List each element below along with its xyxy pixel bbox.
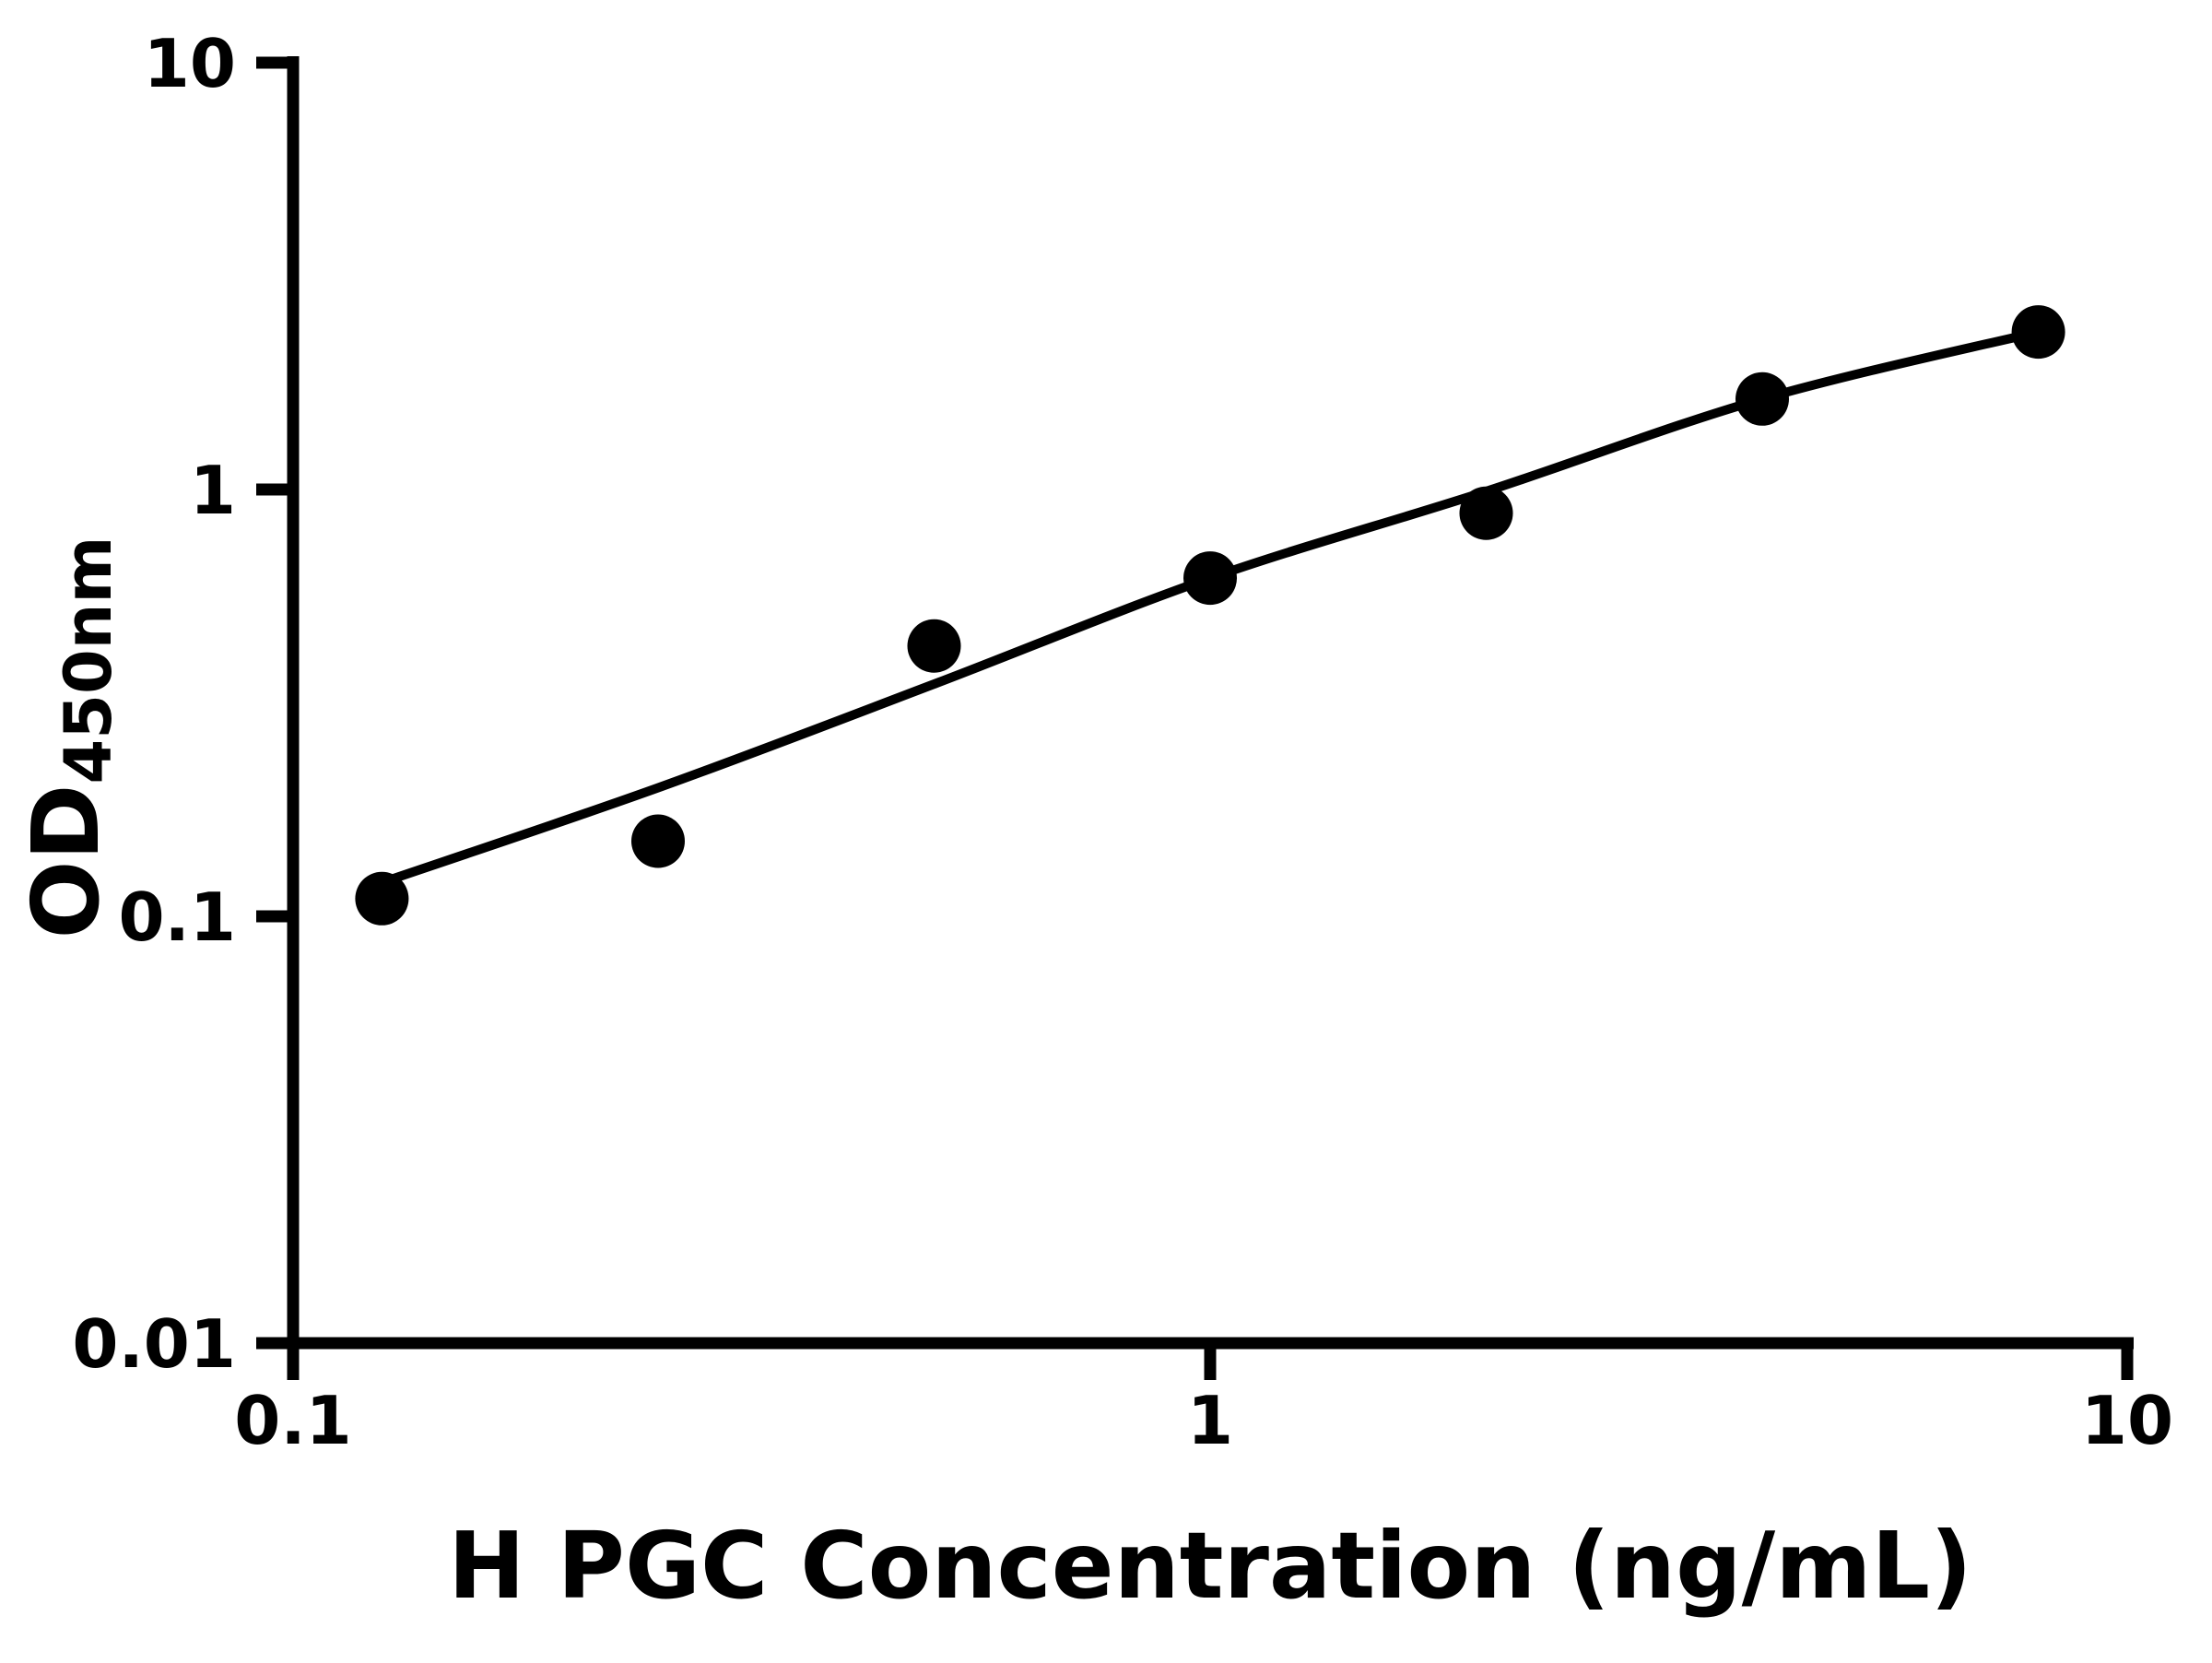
data-point [1459,486,1513,540]
data-point [907,619,961,673]
data-point [1183,551,1237,606]
data-point [1735,372,1789,426]
y-tick-label: 0.01 [72,1305,236,1383]
data-point [2011,305,2065,360]
x-tick-label: 10 [2081,1382,2173,1459]
x-axis-label: H PGC Concentration (ng/mL) [448,1512,1972,1620]
y-tick-label: 1 [190,452,236,529]
data-point [631,814,685,868]
y-axis-label-subscript: 450nm [51,537,126,784]
y-axis-label-main: OD [12,784,120,938]
y-axis-label: OD450nm [12,537,126,939]
x-tick-label: 1 [1187,1382,1233,1459]
fit-curve-line [380,327,2040,888]
x-tick-label: 0.1 [234,1382,352,1459]
y-tick-label: 0.1 [118,879,236,956]
y-tick-label: 10 [144,25,236,102]
data-point [355,871,409,926]
